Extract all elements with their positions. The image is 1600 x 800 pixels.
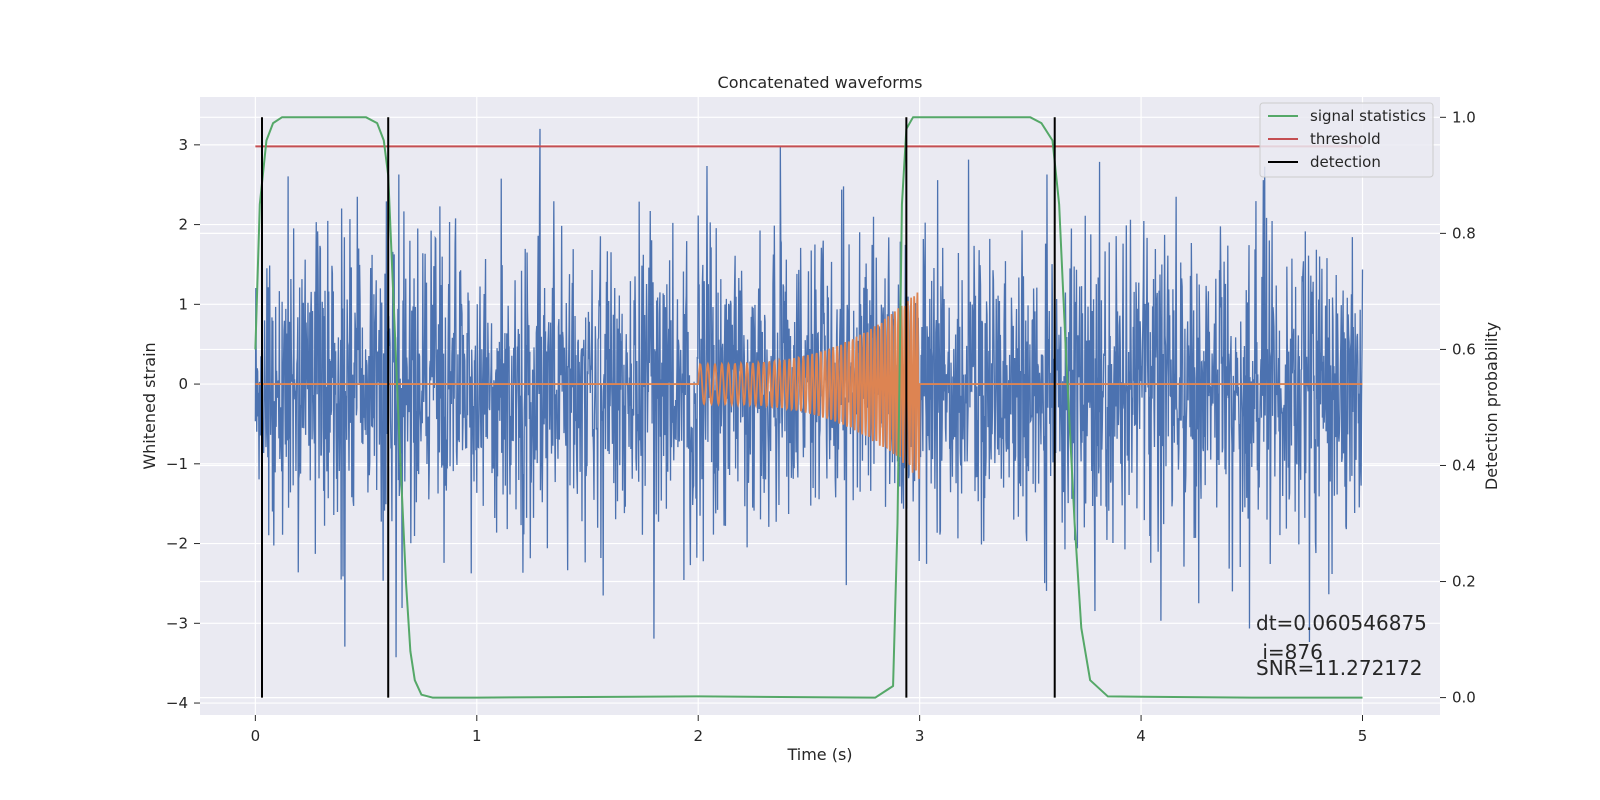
y-tick-label: −2 bbox=[166, 535, 188, 553]
x-tick-label: 3 bbox=[915, 727, 925, 745]
y2-tick-label: 1.0 bbox=[1452, 108, 1476, 126]
waveform-line bbox=[255, 292, 1363, 479]
y-tick-label: 3 bbox=[178, 136, 188, 154]
y-axis-label: Whitened strain bbox=[140, 342, 159, 469]
y-tick-label: 2 bbox=[178, 216, 188, 234]
y-tick-label: −3 bbox=[166, 614, 188, 632]
annotation-snr: SNR=11.272172 bbox=[1256, 656, 1422, 680]
x-tick-label: 0 bbox=[251, 727, 261, 745]
chart-title: Concatenated waveforms bbox=[718, 73, 923, 92]
x-axis-label: Time (s) bbox=[786, 745, 852, 764]
x-tick-label: 5 bbox=[1358, 727, 1368, 745]
y2-tick-label: 0.8 bbox=[1452, 224, 1476, 242]
legend-label-threshold: threshold bbox=[1310, 130, 1381, 148]
legend-label-detection: detection bbox=[1310, 153, 1381, 171]
legend: signal statistics threshold detection bbox=[1259, 102, 1434, 178]
annotation-i: i=876 bbox=[1256, 640, 1323, 664]
waveform-series bbox=[255, 292, 1363, 479]
x-tick-label: 2 bbox=[693, 727, 703, 745]
y2-tick-label: 0.4 bbox=[1452, 456, 1476, 474]
y2-axis-label: Detection probability bbox=[1482, 322, 1501, 490]
legend-label-signal-statistics: signal statistics bbox=[1310, 107, 1426, 125]
y2-tick-label: 0.2 bbox=[1452, 573, 1476, 591]
annotation-dt: dt=0.060546875 bbox=[1256, 611, 1427, 635]
y-tick-label: 0 bbox=[178, 375, 188, 393]
x-tick-label: 4 bbox=[1136, 727, 1146, 745]
y-tick-label: −4 bbox=[166, 694, 188, 712]
signal-statistics-series bbox=[254, 116, 1363, 699]
y2-tick-label: 0.6 bbox=[1452, 340, 1476, 358]
legend-box bbox=[1259, 102, 1434, 178]
x-tick-label: 1 bbox=[472, 727, 482, 745]
y-tick-label: 1 bbox=[178, 295, 188, 313]
y-tick-label: −1 bbox=[166, 455, 188, 473]
detection-lines bbox=[261, 117, 1056, 698]
signal-statistics-line bbox=[254, 116, 1363, 699]
axes: 0 1 2 3 4 5 −4 −3 −2 −1 0 1 2 3 0.0 0.2 0.4 0.6 0.8 1.0 bbox=[166, 108, 1476, 745]
y2-tick-label: 0.0 bbox=[1452, 689, 1476, 707]
